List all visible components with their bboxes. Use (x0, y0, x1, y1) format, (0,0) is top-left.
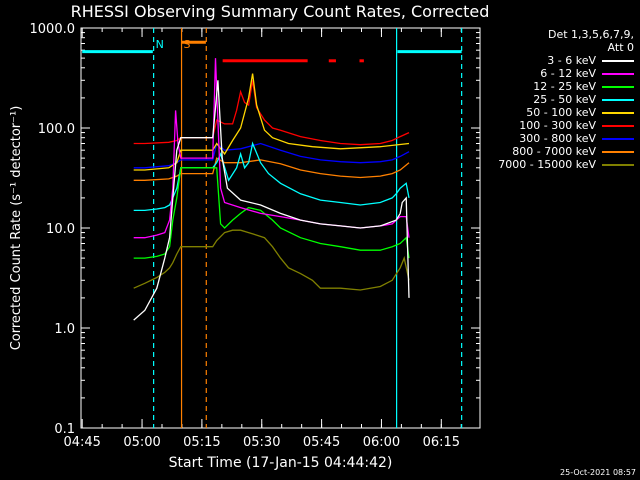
x-tick-label: 06:15 (423, 435, 460, 450)
legend-entry: 100 - 300 keV (486, 119, 634, 132)
legend-entry: 12 - 25 keV (486, 80, 634, 93)
legend-attenuator-header: Att 0 (607, 41, 634, 54)
x-tick-label: 05:15 (183, 435, 220, 450)
x-tick-label: 04:45 (63, 435, 100, 450)
legend: Det 1,3,5,6,7,9, Att 0 3 - 6 keV 6 - 12 k… (486, 28, 634, 171)
legend-entry: 3 - 6 keV (486, 54, 634, 67)
x-tick-label: 06:00 (363, 435, 400, 450)
legend-entry: 300 - 800 keV (486, 132, 634, 145)
generation-timestamp: 25-Oct-2021 08:57 (560, 468, 636, 477)
legend-entry: 6 - 12 keV (486, 67, 634, 80)
x-axis-label: Start Time (17-Jan-15 04:44:42) (169, 455, 393, 471)
legend-entry: 7000 - 15000 keV (486, 158, 634, 171)
legend-entry-label: 50 - 100 keV (526, 106, 596, 119)
legend-entry-label: 3 - 6 keV (547, 54, 596, 67)
series-line (133, 167, 410, 259)
legend-swatch (602, 60, 634, 62)
event-marker-label: N (156, 38, 164, 51)
legend-entry-label: 7000 - 15000 keV (498, 158, 596, 171)
series-line (133, 80, 410, 321)
legend-swatch (602, 125, 634, 127)
legend-entry-label: 12 - 25 keV (533, 80, 596, 93)
y-tick-label: 1.0 (54, 322, 75, 337)
legend-entry-label: 300 - 800 keV (519, 132, 596, 145)
legend-swatch (602, 164, 634, 166)
series-line (133, 229, 410, 291)
legend-swatch (602, 99, 634, 101)
y-axis-label: Corrected Count Rate (s⁻¹ detector⁻¹) (9, 106, 24, 351)
legend-entry-label: 6 - 12 keV (540, 67, 596, 80)
chart-title: RHESSI Observing Summary Count Rates, Co… (70, 2, 490, 21)
x-tick-label: 05:30 (243, 435, 280, 450)
legend-entry-label: 800 - 7000 keV (512, 145, 596, 158)
legend-swatch (602, 138, 634, 140)
series-line (133, 58, 410, 239)
legend-swatch (602, 112, 634, 114)
series-line (133, 73, 410, 171)
y-tick-label: 0.1 (54, 422, 75, 437)
x-tick-label: 05:45 (303, 435, 340, 450)
legend-entry-label: 100 - 300 keV (519, 119, 596, 132)
legend-swatch (602, 86, 634, 88)
legend-entry-label: 25 - 50 keV (533, 93, 596, 106)
y-tick-label: 10.0 (46, 222, 75, 237)
event-marker-label: S (184, 38, 191, 51)
legend-entry: 50 - 100 keV (486, 106, 634, 119)
legend-entry: 800 - 7000 keV (486, 145, 634, 158)
legend-swatch (602, 73, 634, 75)
legend-detector-header: Det 1,3,5,6,7,9, (547, 28, 634, 41)
legend-swatch (602, 151, 634, 153)
series-line (133, 157, 410, 181)
y-tick-label: 1000.0 (30, 22, 76, 37)
y-tick-label: 100.0 (38, 122, 75, 137)
legend-entry: 25 - 50 keV (486, 93, 634, 106)
x-tick-label: 05:00 (123, 435, 160, 450)
